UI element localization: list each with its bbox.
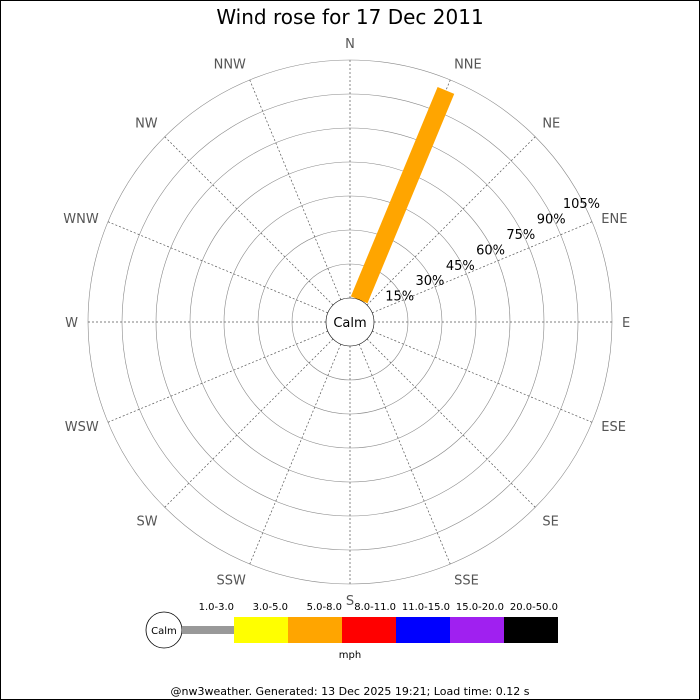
- legend-swatch-5.0-8.0: [288, 617, 342, 643]
- legend-swatch-15.0-20.0: [450, 617, 504, 643]
- chart-title: Wind rose for 17 Dec 2011: [216, 5, 483, 29]
- direction-label-nne: NNE: [454, 58, 482, 73]
- bar-nne-5.0-8.0: [350, 86, 455, 304]
- percent-label-90: 90%: [537, 212, 566, 227]
- direction-label-sse: SSE: [454, 573, 479, 588]
- speed-legend: Calm mph 1.0-3.0 3.0-5.0 5.0-8.0 8.0-11.0 11…: [145, 602, 558, 661]
- direction-label-e: E: [622, 316, 630, 331]
- direction-label-nw: NW: [135, 117, 158, 132]
- legend-swatch-1.0-3.0: [182, 626, 234, 634]
- legend-swatch-11.0-15.0: [396, 617, 450, 643]
- legend-label-15.0-20.0: 15.0-20.0: [456, 602, 504, 613]
- percent-label-60: 60%: [476, 243, 505, 258]
- legend-swatch-3.0-5.0: [234, 617, 288, 643]
- legend-label-20.0-50.0: 20.0-50.0: [510, 602, 558, 613]
- legend-unit: mph: [339, 650, 361, 661]
- legend-label-11.0-15.0: 11.0-15.0: [402, 602, 450, 613]
- direction-label-wsw: WSW: [65, 420, 99, 435]
- direction-label-ene: ENE: [601, 212, 627, 227]
- legend-label-8.0-11.0: 8.0-11.0: [354, 602, 396, 613]
- direction-label-sw: SW: [137, 514, 158, 529]
- direction-label-s: S: [346, 594, 354, 609]
- direction-label-ne: NE: [542, 117, 560, 132]
- legend-label-3.0-5.0: 3.0-5.0: [253, 602, 288, 613]
- direction-label-ese: ESE: [601, 420, 626, 435]
- direction-label-n: N: [345, 37, 355, 52]
- calm-circle: Calm: [325, 297, 375, 347]
- legend-label-1.0-3.0: 1.0-3.0: [199, 602, 234, 613]
- direction-label-se: SE: [542, 514, 558, 529]
- direction-labels: N NNE NE ENE E ESE SE SSE S SSW SW WSW W WNW NW NNW: [63, 37, 630, 609]
- percent-label-75: 75%: [506, 228, 535, 243]
- direction-label-ssw: SSW: [217, 573, 247, 588]
- direction-label-wnw: WNW: [63, 212, 99, 227]
- direction-label-nnw: NNW: [214, 58, 246, 73]
- legend-swatch-8.0-11.0: [342, 617, 396, 643]
- wind-bars: [350, 86, 455, 304]
- percent-label-105: 105%: [563, 197, 600, 212]
- footer-text: @nw3weather. Generated: 13 Dec 2025 19:2…: [171, 685, 530, 698]
- percent-label-30: 30%: [416, 274, 445, 289]
- percent-labels: 15%30%45%60%75%90%105%: [385, 197, 600, 305]
- percent-label-15: 15%: [385, 290, 414, 305]
- legend-swatch-20.0-50.0: [504, 617, 558, 643]
- legend-calm-label: Calm: [151, 626, 177, 637]
- calm-label: Calm: [333, 316, 366, 331]
- percent-label-45: 45%: [446, 259, 475, 274]
- direction-label-w: W: [65, 316, 78, 331]
- legend-label-5.0-8.0: 5.0-8.0: [307, 602, 342, 613]
